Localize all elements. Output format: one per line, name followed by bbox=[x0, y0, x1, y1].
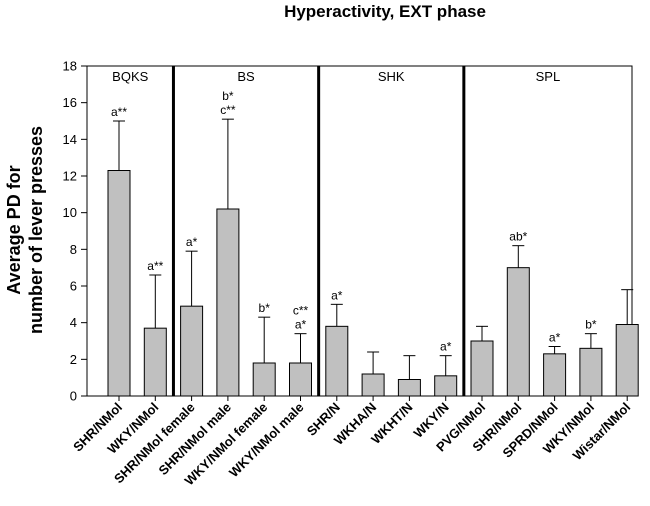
y-tick-label: 14 bbox=[63, 132, 77, 147]
group-label: SHK bbox=[378, 69, 405, 84]
bar bbox=[579, 347, 603, 397]
significance-label: b* bbox=[259, 301, 271, 315]
y-axis-label-line-1: Average PD for bbox=[4, 165, 24, 294]
significance-label: a** bbox=[147, 259, 163, 273]
y-tick-label: 2 bbox=[70, 352, 77, 367]
significance-label: ab* bbox=[509, 230, 527, 244]
bar bbox=[252, 362, 276, 397]
bar bbox=[506, 267, 530, 397]
y-tick-label: 18 bbox=[63, 59, 77, 74]
significance-label: c** bbox=[293, 304, 309, 318]
y-tick-label: 6 bbox=[70, 279, 77, 294]
bar bbox=[289, 362, 312, 397]
significance-label: a* bbox=[440, 340, 452, 354]
y-tick-label: 8 bbox=[70, 242, 77, 257]
bar bbox=[107, 170, 131, 397]
significance-label: a** bbox=[111, 105, 127, 119]
y-tick-label: 4 bbox=[70, 315, 77, 330]
significance-label: a* bbox=[331, 288, 343, 302]
bar bbox=[470, 340, 494, 397]
bar bbox=[361, 373, 385, 397]
significance-label: a* bbox=[295, 318, 307, 332]
bar bbox=[397, 379, 421, 397]
bar bbox=[143, 327, 167, 397]
y-tick-label: 0 bbox=[70, 389, 77, 404]
significance-label: c** bbox=[220, 103, 236, 117]
bar bbox=[434, 375, 458, 397]
y-tick-label: 10 bbox=[63, 205, 77, 220]
plot-area: 024681012141618a**SHR/NMola**WKY/NMola*S… bbox=[63, 59, 639, 488]
bar bbox=[216, 208, 240, 397]
bar bbox=[180, 305, 204, 397]
bar bbox=[543, 353, 567, 397]
y-axis-label-line-2: number of lever presses bbox=[26, 126, 46, 334]
significance-label: b* bbox=[222, 89, 234, 103]
bar bbox=[325, 325, 349, 397]
group-label: BQKS bbox=[112, 69, 148, 84]
significance-label: b* bbox=[585, 318, 597, 332]
bar bbox=[615, 324, 639, 397]
significance-label: a* bbox=[549, 331, 561, 345]
plot-frame bbox=[86, 65, 633, 397]
group-label: SPL bbox=[536, 69, 561, 84]
chart-title: Hyperactivity, EXT phase bbox=[284, 2, 486, 21]
y-tick-label: 12 bbox=[63, 169, 77, 184]
y-tick-label: 16 bbox=[63, 95, 77, 110]
significance-label: a* bbox=[186, 235, 198, 249]
group-label: BS bbox=[237, 69, 255, 84]
